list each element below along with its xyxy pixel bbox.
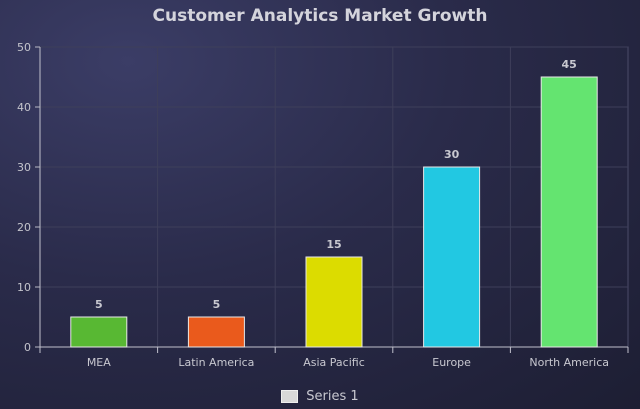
y-tick-label: 10 bbox=[17, 281, 31, 294]
bar-value-label: 30 bbox=[444, 148, 460, 161]
bar bbox=[423, 166, 481, 348]
y-tick-label: 40 bbox=[17, 101, 31, 114]
bar-value-label: 5 bbox=[95, 298, 103, 311]
bar-value-label: 15 bbox=[326, 238, 341, 251]
bar bbox=[187, 316, 245, 348]
bar bbox=[70, 316, 128, 348]
x-tick-label: MEA bbox=[87, 356, 111, 369]
bar-layer bbox=[70, 76, 598, 348]
label-layer: 5 MEA 5 Latin America 15 Asia Pacific 30 Europe… bbox=[87, 58, 609, 369]
bar bbox=[305, 256, 363, 348]
y-tick-label: 20 bbox=[17, 221, 31, 234]
y-tick-label: 30 bbox=[17, 161, 31, 174]
x-tick-label: Europe bbox=[432, 356, 471, 369]
bar bbox=[540, 76, 598, 348]
bar-value-label: 5 bbox=[213, 298, 221, 311]
y-tick-label: 0 bbox=[24, 341, 31, 354]
bar-value-label: 45 bbox=[562, 58, 577, 71]
legend-swatch bbox=[281, 390, 299, 403]
y-tick-label: 50 bbox=[17, 41, 31, 54]
x-tick-label: Asia Pacific bbox=[303, 356, 365, 369]
x-tick-label: Latin America bbox=[178, 356, 254, 369]
x-tick-label: North America bbox=[529, 356, 609, 369]
legend-label: Series 1 bbox=[306, 389, 359, 404]
chart-title: Customer Analytics Market Growth bbox=[152, 6, 488, 26]
legend[interactable]: Series 1 bbox=[0, 389, 640, 404]
